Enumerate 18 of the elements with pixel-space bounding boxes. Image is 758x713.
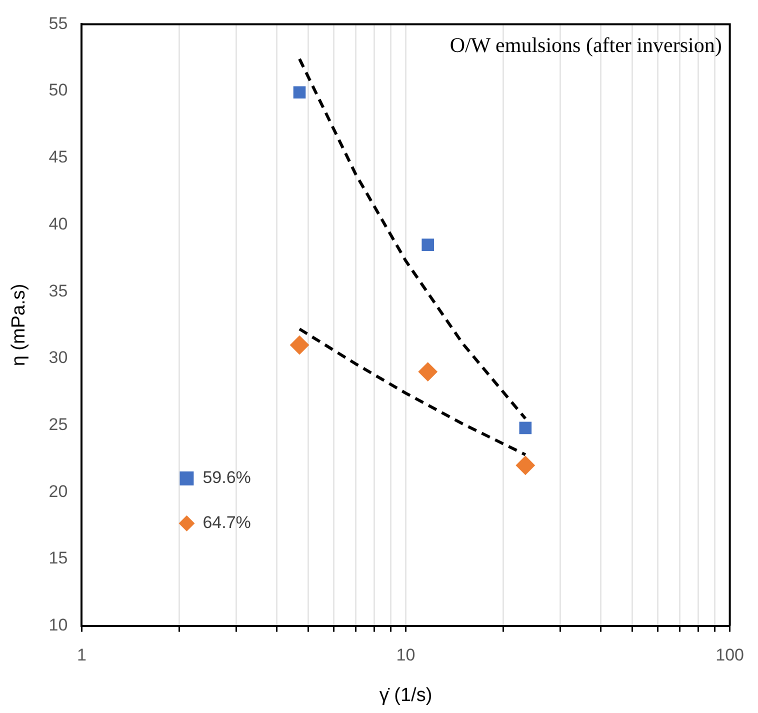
y-tick-label: 55 bbox=[48, 14, 68, 33]
y-tick-label: 35 bbox=[48, 281, 68, 300]
x-tick-label: 100 bbox=[716, 646, 744, 665]
legend-label: 64.7% bbox=[202, 513, 251, 532]
annotation: O/W emulsions (after inversion) bbox=[450, 33, 722, 58]
x-tick-label: 10 bbox=[396, 646, 416, 665]
x-axis-title: γ̇ (1/s) bbox=[379, 684, 432, 706]
y-tick-label: 45 bbox=[48, 148, 68, 167]
y-tick-label: 30 bbox=[48, 348, 68, 368]
y-tick-label: 50 bbox=[48, 80, 68, 100]
y-tick-label: 15 bbox=[48, 548, 68, 568]
legend-label: 59.6% bbox=[202, 468, 251, 488]
y-tick-label: 10 bbox=[48, 615, 68, 634]
y-tick-label: 25 bbox=[48, 414, 68, 434]
y-axis-title: η (mPa.s) bbox=[8, 284, 30, 366]
y-tick-label: 20 bbox=[48, 482, 68, 501]
y-tick-label: 40 bbox=[48, 214, 68, 234]
x-tick-label: 1 bbox=[76, 646, 86, 665]
